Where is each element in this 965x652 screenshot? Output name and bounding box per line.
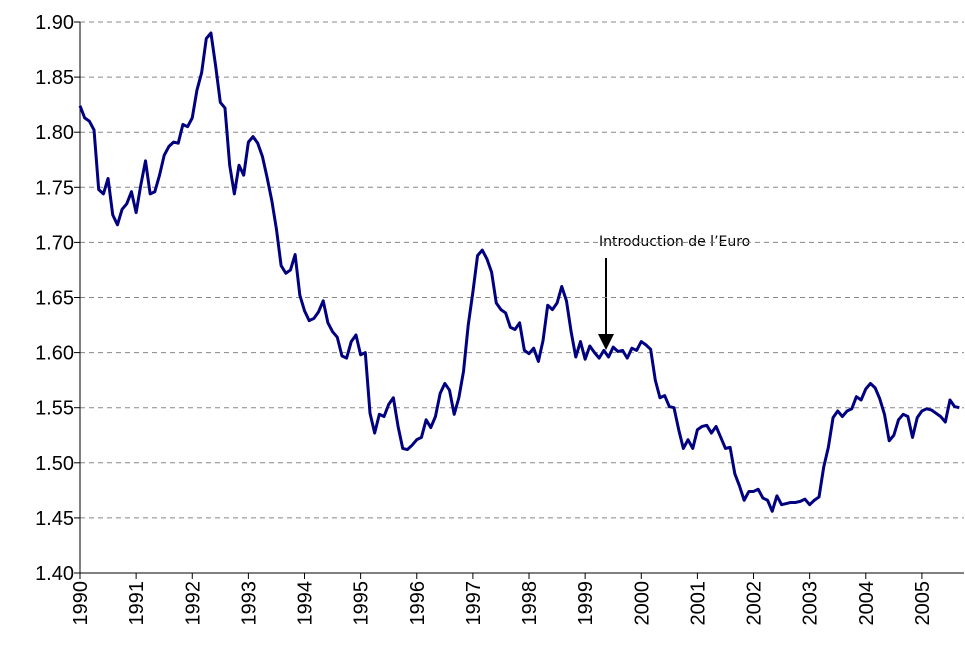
x-tick-label: 2000: [631, 581, 653, 626]
y-tick-label: 1.55: [35, 398, 74, 420]
x-tick-label: 1992: [182, 581, 204, 626]
x-tick-label: 2004: [856, 581, 878, 626]
x-tick-label: 2002: [744, 581, 766, 626]
y-tick-label: 1.90: [35, 12, 74, 34]
y-tick-label: 1.70: [35, 232, 74, 254]
y-tick-label: 1.85: [35, 67, 74, 89]
x-tick-label: 1994: [295, 581, 317, 626]
x-tick-label: 2003: [800, 581, 822, 626]
x-tick-label: 1999: [575, 581, 597, 626]
data-line: [78, 31, 960, 513]
y-tick-label: 1.65: [35, 288, 74, 310]
x-tick-label: 2005: [912, 581, 934, 626]
y-tick-label: 1.75: [35, 177, 74, 199]
x-tick-label: 1991: [126, 581, 148, 626]
x-tick-label: 1996: [407, 581, 429, 626]
x-tick-label: 1998: [519, 581, 541, 626]
x-tick-label: 1990: [70, 581, 92, 626]
x-tick-label: 1995: [351, 581, 373, 626]
y-tick-label: 1.60: [35, 343, 74, 365]
annotation-arrowhead: [598, 334, 614, 350]
y-tick-label: 1.80: [35, 122, 74, 144]
x-tick-label: 2001: [687, 581, 709, 626]
y-tick-label: 1.50: [35, 453, 74, 475]
x-tick-label: 1997: [463, 581, 485, 626]
y-tick-label: 1.45: [35, 508, 74, 530]
x-tick-label: 1993: [238, 581, 260, 626]
y-tick-label: 1.40: [35, 563, 74, 585]
